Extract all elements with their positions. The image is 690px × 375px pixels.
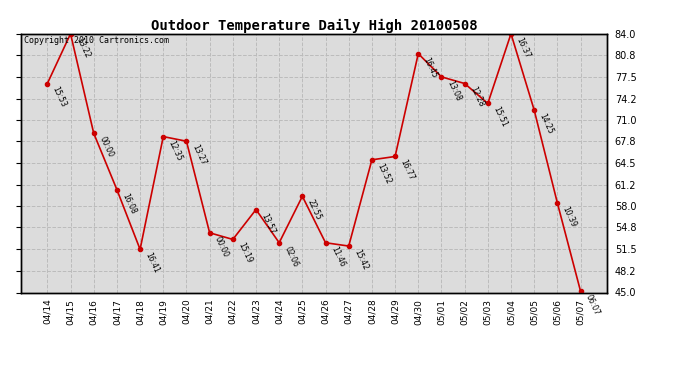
- Text: 15:19: 15:19: [236, 242, 254, 265]
- Text: 00:00: 00:00: [97, 135, 115, 159]
- Text: 15:51: 15:51: [491, 105, 509, 129]
- Text: 14:25: 14:25: [538, 112, 555, 135]
- Text: 16:45: 16:45: [422, 56, 439, 79]
- Text: 12:35: 12:35: [167, 139, 184, 162]
- Text: 13:52: 13:52: [375, 162, 393, 185]
- Text: Copyright 2010 Cartronics.com: Copyright 2010 Cartronics.com: [23, 36, 168, 45]
- Text: 15:42: 15:42: [352, 248, 370, 272]
- Text: 16:41: 16:41: [144, 251, 161, 275]
- Text: 22:55: 22:55: [306, 198, 323, 222]
- Text: 13:22: 13:22: [74, 36, 91, 59]
- Text: 16:37: 16:37: [515, 36, 532, 59]
- Text: 15:53: 15:53: [51, 86, 68, 109]
- Text: 13:08: 13:08: [445, 79, 462, 102]
- Text: 00:00: 00:00: [213, 235, 230, 258]
- Text: 11:46: 11:46: [329, 245, 346, 268]
- Title: Outdoor Temperature Daily High 20100508: Outdoor Temperature Daily High 20100508: [150, 18, 477, 33]
- Text: 13:27: 13:27: [190, 143, 207, 167]
- Text: 16:08: 16:08: [120, 192, 138, 215]
- Text: 12:28: 12:28: [468, 86, 485, 109]
- Text: 16:77: 16:77: [399, 159, 416, 182]
- Text: 06:07: 06:07: [584, 293, 602, 317]
- Text: 13:57: 13:57: [259, 211, 277, 235]
- Text: 02:06: 02:06: [283, 245, 300, 268]
- Text: 10:39: 10:39: [561, 205, 578, 228]
